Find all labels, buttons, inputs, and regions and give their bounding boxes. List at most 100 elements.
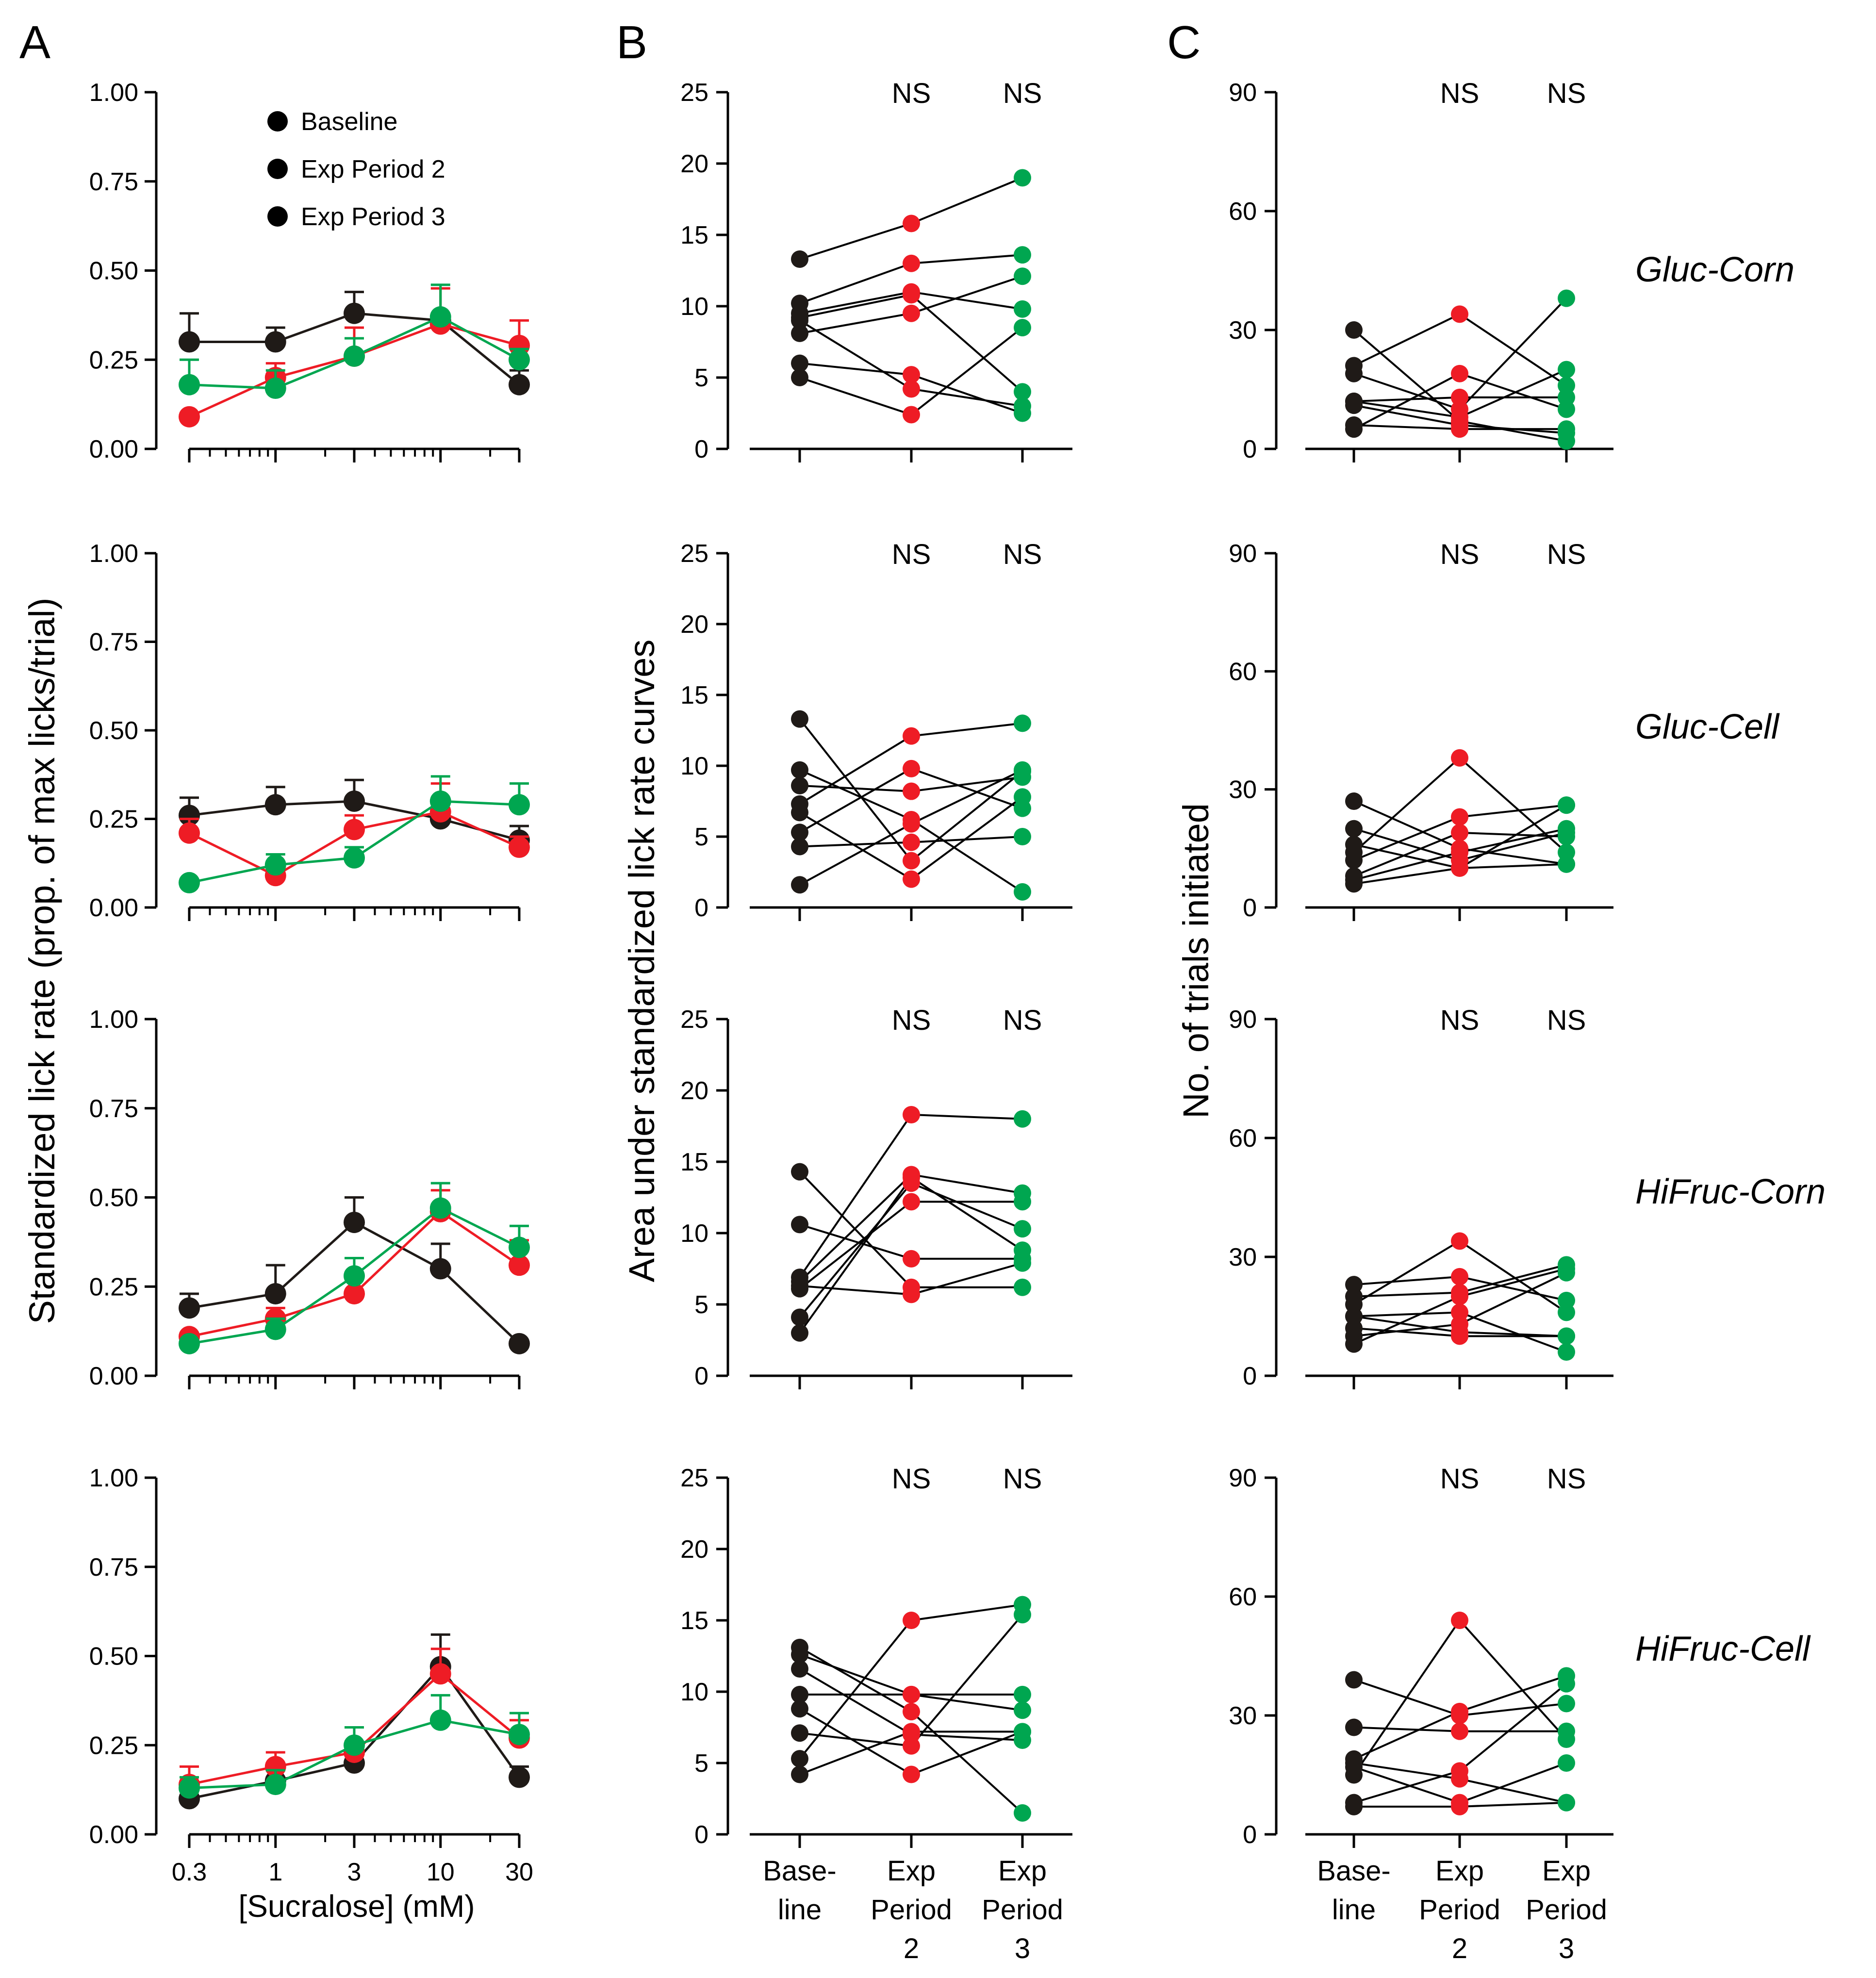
subject-point-period3 — [1558, 796, 1575, 814]
subject-point-period3 — [1014, 1193, 1031, 1211]
subject-point-baseline — [791, 1308, 808, 1326]
legend-marker-period2 — [267, 159, 288, 179]
subject-point-period2 — [1451, 808, 1468, 826]
panel-b-y-tick-label: 25 — [680, 1005, 708, 1034]
panel-b-y-tick-label: 10 — [680, 293, 708, 321]
panel-c-row-3: 0 30 60 90 NS NS Base-line Exp Period 2 Exp Period 3 — [1229, 1463, 1613, 1964]
subject-point-period2 — [903, 833, 920, 851]
subject-point-baseline — [1345, 420, 1363, 438]
subject-point-baseline — [791, 1163, 808, 1181]
subject-point-baseline — [1345, 1671, 1363, 1689]
panel-a-y-tick-label: 0.75 — [89, 168, 138, 196]
subject-point-period3 — [1558, 1343, 1575, 1361]
subject-point-period2 — [903, 1169, 920, 1187]
data-point-period3 — [509, 794, 530, 816]
condition-label-hifruc-cell: HiFruc-Cell — [1635, 1630, 1811, 1668]
subject-point-period3 — [1558, 1794, 1575, 1812]
legend-marker-baseline — [267, 111, 288, 132]
panel-c-category-label: Base- — [1317, 1855, 1391, 1887]
legend: Baseline Exp Period 2 Exp Period 3 — [267, 108, 445, 231]
subject-point-baseline — [1345, 1758, 1363, 1776]
subject-point-baseline — [791, 838, 808, 856]
data-point-period3 — [509, 1236, 530, 1258]
subject-point-period2 — [1451, 1722, 1468, 1740]
panel-b-category-label: Exp — [998, 1855, 1047, 1887]
subject-point-period3 — [1558, 1327, 1575, 1345]
panel-b-y-tick-label: 25 — [680, 540, 708, 568]
panel-a-y-tick-label: 0.50 — [89, 717, 138, 745]
subject-point-baseline — [1345, 792, 1363, 810]
subject-point-baseline — [791, 1765, 808, 1783]
subject-point-period3 — [1014, 169, 1031, 187]
subject-point-period2 — [1451, 1268, 1468, 1286]
data-point-period3 — [179, 1333, 200, 1354]
data-point-period2 — [344, 819, 365, 841]
subject-point-period3 — [1558, 1731, 1575, 1748]
subject-point-period3 — [1014, 319, 1031, 337]
subject-point-period2 — [1451, 1702, 1468, 1720]
subject-point-period2 — [1451, 1232, 1468, 1250]
subject-point-period2 — [903, 254, 920, 272]
panel-c-y-tick-label: 90 — [1229, 540, 1257, 568]
subject-point-baseline — [791, 369, 808, 386]
panel-b-y-tick-label: 0 — [694, 894, 708, 922]
significance-label: NS — [1003, 539, 1042, 570]
data-point-period3 — [344, 1265, 365, 1287]
subject-point-period2 — [903, 380, 920, 398]
data-point-baseline — [179, 331, 200, 353]
subject-point-period2 — [903, 304, 920, 322]
x-axis-label-sucralose: [Sucralose] (mM) — [238, 1889, 475, 1924]
data-point-baseline — [179, 805, 200, 826]
subject-point-period2 — [903, 1612, 920, 1629]
subject-point-period3 — [1558, 1695, 1575, 1713]
subject-point-period2 — [903, 214, 920, 232]
subject-point-baseline — [791, 804, 808, 822]
subject-point-period3 — [1014, 267, 1031, 285]
data-point-period2 — [509, 1254, 530, 1276]
panel-a-row-2: 0.00 0.25 0.50 0.75 1.00 — [89, 1005, 530, 1390]
panel-b-row-3: 0 5 10 15 20 25 NS NS Base-line Exp Period 2 Exp Peri… — [680, 1463, 1072, 1964]
subject-point-period2 — [1451, 305, 1468, 323]
panel-a-y-tick-label: 0.00 — [89, 1821, 138, 1849]
subject-point-baseline — [1345, 1718, 1363, 1736]
subject-point-period3 — [1014, 383, 1031, 401]
y-axis-label-area: Area under standardized lick rate curves — [622, 640, 662, 1282]
subject-point-baseline — [1345, 875, 1363, 893]
panel-b-category-label: line — [778, 1894, 822, 1926]
significance-label: NS — [892, 1005, 931, 1036]
subject-point-period2 — [903, 1685, 920, 1703]
subject-point-baseline — [1345, 851, 1363, 869]
subject-point-period3 — [1558, 855, 1575, 873]
significance-label: NS — [1440, 539, 1480, 570]
data-point-period3 — [429, 791, 451, 812]
panel-a-x-tick-label: 10 — [427, 1858, 455, 1886]
panel-b-y-tick-label: 25 — [680, 79, 708, 107]
data-point-baseline — [264, 1283, 286, 1304]
panel-c-category-label: 3 — [1559, 1933, 1574, 1964]
data-point-period3 — [264, 854, 286, 876]
panel-c-y-tick-label: 0 — [1243, 1821, 1257, 1849]
panel-b-y-tick-label: 25 — [680, 1464, 708, 1492]
panel-c-y-tick-label: 30 — [1229, 776, 1257, 804]
panel-c-category-label: Exp — [1435, 1855, 1484, 1887]
significance-label: NS — [1003, 78, 1042, 109]
panel-c-row-0: 0 30 60 90 NS NS — [1229, 78, 1613, 463]
subject-line — [1353, 1618, 1567, 1776]
significance-label: NS — [892, 1463, 931, 1495]
panel-a-y-tick-label: 0.75 — [89, 1095, 138, 1123]
subject-point-period3 — [1014, 1701, 1031, 1719]
subject-point-period3 — [1014, 1596, 1031, 1614]
subject-point-baseline — [791, 761, 808, 779]
panel-c-category-label: Period — [1419, 1894, 1500, 1926]
panel-c-y-tick-label: 30 — [1229, 1243, 1257, 1271]
panel-c-row-1: 0 30 60 90 NS NS — [1229, 539, 1613, 922]
legend-label-period3: Exp Period 3 — [301, 203, 445, 231]
panel-b-y-tick-label: 0 — [694, 1821, 708, 1849]
data-point-period3 — [509, 349, 530, 371]
subject-point-period2 — [903, 727, 920, 745]
subject-point-baseline — [791, 1685, 808, 1703]
subject-point-period2 — [1451, 1287, 1468, 1305]
subject-point-period2 — [903, 1703, 920, 1721]
data-point-period3 — [344, 847, 365, 869]
